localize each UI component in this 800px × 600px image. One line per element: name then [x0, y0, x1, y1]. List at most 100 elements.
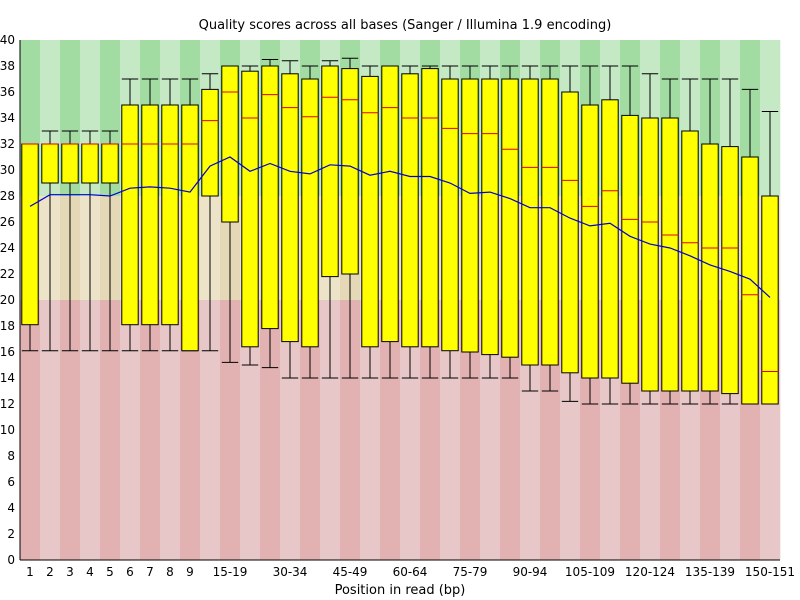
box-6: [122, 79, 138, 351]
box-iqr: [302, 79, 318, 347]
box-iqr: [102, 144, 118, 183]
y-tick-34: 34: [0, 111, 15, 125]
box-9: [182, 79, 198, 351]
box-95-99: [542, 66, 558, 391]
y-tick-0: 0: [7, 553, 15, 567]
box-110-114: [602, 66, 618, 404]
x-tick-90-94: 90-94: [513, 565, 548, 579]
y-tick-16: 16: [0, 345, 15, 359]
box-iqr: [662, 118, 678, 391]
x-tick-30-34: 30-34: [273, 565, 308, 579]
box-iqr: [622, 115, 638, 383]
box-iqr: [242, 71, 258, 347]
box-iqr: [162, 105, 178, 325]
box-iqr: [442, 79, 458, 351]
box-75-79: [462, 66, 478, 378]
box-105-109: [582, 66, 598, 404]
y-tick-12: 12: [0, 397, 15, 411]
x-tick-60-64: 60-64: [393, 565, 428, 579]
box-35-39: [302, 66, 318, 378]
x-tick-135-139: 135-139: [685, 565, 735, 579]
y-tick-18: 18: [0, 319, 15, 333]
box-85-89: [502, 66, 518, 378]
box-7: [142, 79, 158, 351]
x-tick-7: 7: [146, 565, 154, 579]
box-iqr: [362, 76, 378, 346]
box-70-74: [442, 66, 458, 378]
box-iqr: [542, 79, 558, 365]
y-tick-4: 4: [7, 501, 15, 515]
x-tick-2: 2: [46, 565, 54, 579]
y-tick-28: 28: [0, 189, 15, 203]
box-iqr: [222, 66, 238, 222]
box-50-54: [362, 66, 378, 378]
x-tick-15-19: 15-19: [213, 565, 248, 579]
y-tick-26: 26: [0, 215, 15, 229]
y-tick-38: 38: [0, 59, 15, 73]
x-tick-5: 5: [106, 565, 114, 579]
box-iqr: [702, 144, 718, 391]
x-tick-4: 4: [86, 565, 94, 579]
box-125-129: [662, 79, 678, 404]
box-iqr: [22, 144, 38, 325]
box-20-24: [242, 66, 258, 365]
box-8: [162, 79, 178, 351]
x-tick-9: 9: [186, 565, 194, 579]
y-tick-36: 36: [0, 85, 15, 99]
box-100-104: [562, 66, 578, 401]
x-axis-label: Position in read (bp): [335, 583, 466, 598]
chart-title: Quality scores across all bases (Sanger …: [199, 18, 612, 33]
box-iqr: [282, 74, 298, 342]
y-tick-30: 30: [0, 163, 15, 177]
box-iqr: [742, 157, 758, 404]
box-iqr: [582, 105, 598, 378]
box-iqr: [142, 105, 158, 325]
box-iqr: [502, 79, 518, 357]
box-25-29: [262, 60, 278, 368]
box-115-119: [622, 66, 638, 404]
box-iqr: [262, 66, 278, 329]
y-tick-22: 22: [0, 267, 15, 281]
box-80-84: [482, 66, 498, 378]
y-tick-10: 10: [0, 423, 15, 437]
x-tick-labels: 1 2 3 4 5 6 7 8 9 15-19 30-34 45-49 60-64 75-79 90-94 1…: [26, 565, 795, 579]
box-iqr: [522, 79, 538, 365]
y-tick-8: 8: [7, 449, 15, 463]
y-tick-6: 6: [7, 475, 15, 489]
x-tick-45-49: 45-49: [333, 565, 368, 579]
box-iqr: [82, 144, 98, 183]
box-iqr: [562, 92, 578, 373]
y-tick-20: 20: [0, 293, 15, 307]
box-55-59: [382, 66, 398, 378]
box-iqr: [402, 74, 418, 347]
box-iqr: [462, 79, 478, 352]
x-tick-120-124: 120-124: [625, 565, 675, 579]
box-iqr: [482, 79, 498, 355]
box-iqr: [182, 105, 198, 351]
box-iqr: [682, 131, 698, 391]
box-iqr: [602, 100, 618, 378]
x-tick-75-79: 75-79: [453, 565, 488, 579]
y-tick-32: 32: [0, 137, 15, 151]
y-tick-24: 24: [0, 241, 15, 255]
box-iqr: [202, 89, 218, 196]
box-iqr: [762, 196, 778, 404]
x-tick-8: 8: [166, 565, 174, 579]
box-90-94: [522, 66, 538, 391]
x-tick-1: 1: [26, 565, 34, 579]
box-60-64: [402, 66, 418, 378]
x-tick-105-109: 105-109: [565, 565, 615, 579]
y-tick-40: 40: [0, 33, 15, 47]
box-iqr: [642, 118, 658, 391]
x-tick-3: 3: [66, 565, 74, 579]
box-iqr: [62, 144, 78, 183]
box-120-124: [642, 74, 658, 404]
box-iqr: [42, 144, 58, 183]
x-tick-150-151: 150-151: [745, 565, 795, 579]
box-65-69: [422, 66, 438, 378]
box-iqr: [122, 105, 138, 325]
y-tick-2: 2: [7, 527, 15, 541]
y-tick-14: 14: [0, 371, 15, 385]
